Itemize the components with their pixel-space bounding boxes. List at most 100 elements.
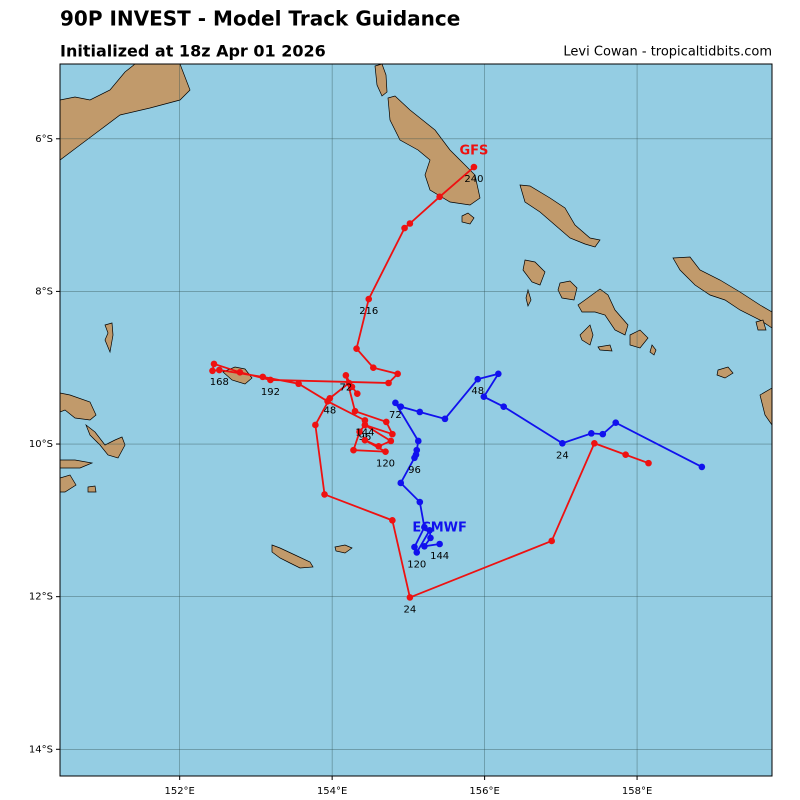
track-point	[397, 479, 405, 487]
hour-label: 96	[408, 465, 421, 476]
track-point	[361, 417, 369, 424]
model-name: GFS	[459, 144, 488, 159]
hour-label: 144	[355, 427, 374, 438]
x-tick-label: 156°E	[469, 786, 499, 797]
hour-label: 192	[261, 387, 280, 398]
track-point	[406, 594, 414, 601]
track-point	[645, 459, 652, 467]
track-point	[312, 421, 319, 429]
track-point	[321, 491, 328, 498]
track-point	[588, 430, 595, 437]
grid	[56, 64, 772, 780]
track-point	[612, 419, 620, 426]
hour-label: 48	[323, 405, 336, 416]
track-point	[348, 383, 356, 391]
ocean	[60, 64, 772, 776]
credit: Levi Cowan - tropicaltidbits.com	[563, 45, 772, 60]
x-tick-label: 152°E	[164, 786, 194, 797]
track-point	[389, 517, 396, 524]
y-tick-label: 6°S	[35, 134, 53, 145]
track-point	[365, 295, 373, 303]
hour-label: 120	[376, 459, 395, 470]
track: 24 48 72 96 120 144 ECMWF	[389, 370, 706, 570]
hour-label: 240	[464, 174, 483, 185]
tracks: 24487296120144168192216240GFS24487296120…	[209, 144, 706, 615]
track-point	[416, 498, 424, 506]
track-point	[382, 448, 389, 455]
track-point	[259, 373, 267, 381]
track-point	[356, 428, 363, 436]
track-point	[236, 369, 244, 376]
track-point	[387, 437, 395, 445]
track-point	[361, 421, 369, 429]
track-point	[495, 370, 502, 378]
track-point	[698, 463, 706, 471]
track-point	[392, 399, 399, 407]
track-point	[436, 540, 443, 548]
track-point	[406, 220, 414, 227]
hour-label: 144	[430, 551, 449, 562]
track-point	[559, 439, 566, 447]
chart-subtitle: Initialized at 18z Apr 01 2026	[60, 42, 326, 61]
track-point	[401, 224, 408, 232]
track-point	[354, 390, 361, 397]
track-point	[480, 393, 488, 401]
track-point	[361, 436, 369, 444]
track-point	[474, 375, 482, 383]
track-point	[427, 534, 434, 542]
track-point	[394, 370, 402, 378]
track-point	[375, 443, 382, 450]
model-name: ECMWF	[412, 521, 467, 536]
track-point	[470, 163, 478, 171]
track-point	[389, 430, 396, 438]
hour-label: 48	[471, 386, 484, 397]
track-point	[421, 523, 428, 531]
track-point	[397, 403, 405, 410]
track-point	[370, 364, 377, 372]
y-tick-label: 14°S	[29, 744, 53, 755]
track-point	[385, 379, 392, 387]
track-point	[382, 418, 390, 426]
track-point	[350, 446, 357, 454]
track-line	[211, 166, 649, 599]
track-point	[210, 360, 218, 368]
track-point	[353, 345, 360, 352]
land	[60, 64, 772, 569]
track-point	[436, 193, 443, 201]
track-point	[413, 549, 421, 556]
hour-label: 24	[404, 604, 417, 615]
track-point	[426, 526, 434, 534]
track-point	[500, 403, 507, 410]
frame	[59, 63, 773, 777]
chart-title: 90P INVEST - Model Track Guidance	[60, 7, 460, 31]
track-point	[591, 439, 598, 447]
track-point	[441, 415, 449, 423]
track-point	[342, 372, 350, 379]
hour-label: 120	[407, 559, 426, 570]
track-point	[421, 542, 428, 550]
x-tick-label: 154°E	[317, 786, 347, 797]
y-tick-label: 8°S	[35, 286, 53, 297]
track-point	[622, 451, 629, 459]
hour-label: 24	[556, 450, 569, 461]
track-point	[351, 407, 359, 415]
y-tick-label: 10°S	[29, 439, 53, 450]
hour-label: 72	[389, 410, 402, 421]
track-point	[267, 376, 274, 384]
hour-label: 216	[359, 306, 378, 317]
track-point	[416, 408, 424, 416]
track-point	[411, 454, 418, 462]
track-point	[209, 367, 216, 375]
x-tick-label: 158°E	[622, 786, 652, 797]
hour-label: 168	[210, 377, 229, 388]
track-point	[599, 430, 607, 438]
track-point	[548, 537, 555, 545]
track: 24 48 72 96 120 144 168 192 216 240 GFS	[209, 144, 652, 615]
hour-label: 72	[340, 382, 353, 393]
y-tick-label: 12°S	[29, 592, 53, 603]
track-point	[216, 366, 223, 374]
track-point	[324, 398, 331, 405]
track-point	[295, 380, 302, 388]
track-point	[414, 437, 422, 445]
